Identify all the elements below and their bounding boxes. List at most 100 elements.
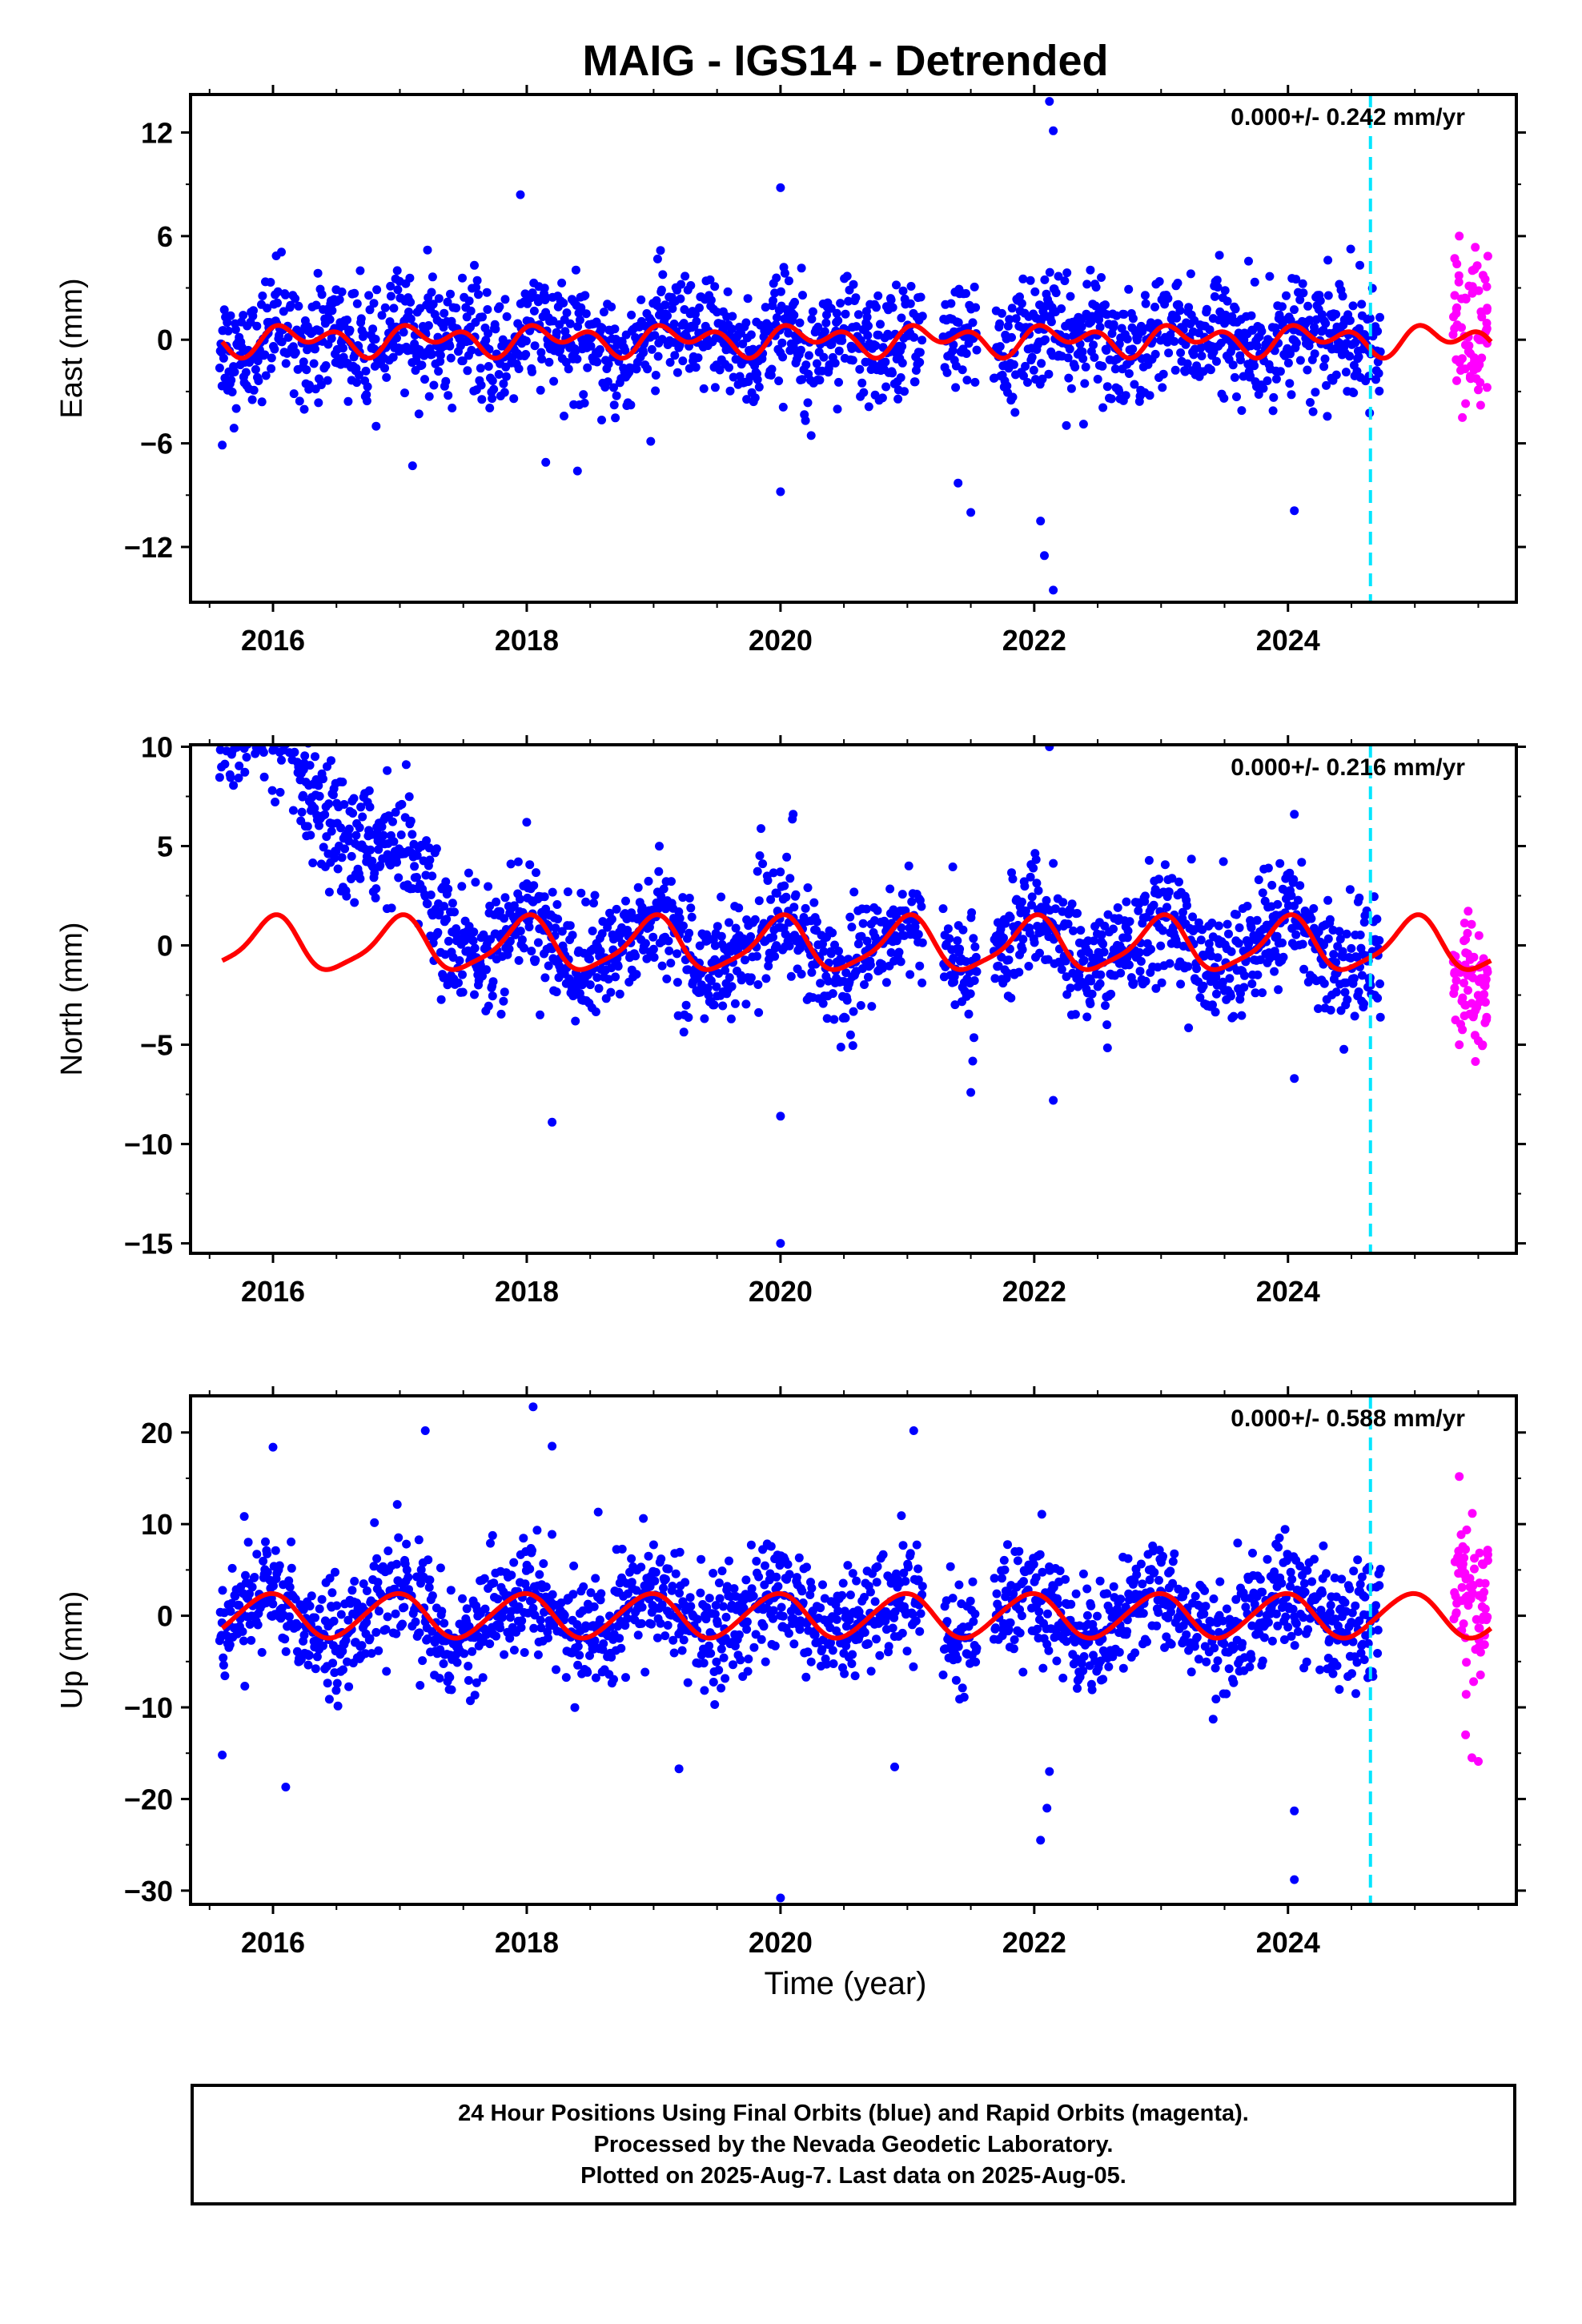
data-point-final	[992, 1589, 1002, 1598]
data-point-final	[1006, 1618, 1015, 1627]
data-point-final	[327, 826, 336, 836]
data-point-final	[761, 1561, 769, 1570]
data-point-final	[1220, 286, 1230, 296]
data-point-final	[897, 342, 907, 352]
data-point-final	[849, 887, 859, 897]
data-point-final	[299, 765, 308, 774]
data-point-final	[287, 1537, 296, 1546]
data-point-final	[1225, 974, 1235, 983]
data-point-final	[1017, 897, 1026, 907]
data-point-final	[1319, 940, 1329, 950]
data-point-final	[872, 303, 881, 312]
data-point-final	[661, 1574, 670, 1584]
data-point-final	[319, 1641, 327, 1651]
data-point-final	[847, 1659, 857, 1668]
data-point-final	[1057, 304, 1066, 313]
data-point-final	[706, 296, 716, 305]
data-point-rapid	[1452, 376, 1461, 385]
data-point-final	[717, 1683, 726, 1693]
data-point-final	[1023, 378, 1032, 387]
data-point-final	[455, 956, 464, 965]
data-point-final	[907, 897, 917, 907]
data-point-rapid	[1452, 259, 1462, 269]
data-point-final	[888, 1623, 897, 1633]
data-point-final	[1032, 879, 1042, 888]
data-point-final	[658, 270, 668, 279]
data-point-final	[1027, 352, 1037, 362]
data-point-final	[828, 1646, 837, 1655]
data-point-final	[789, 903, 799, 912]
data-point-final	[597, 929, 607, 939]
data-point-final	[514, 364, 524, 373]
data-point-final	[559, 298, 568, 308]
data-point-final	[433, 927, 443, 937]
data-point-final	[1323, 934, 1333, 943]
data-point-final	[286, 300, 295, 310]
data-point-final	[1011, 314, 1021, 324]
data-point-final	[1188, 912, 1198, 922]
data-point-final	[404, 308, 413, 316]
data-point-final	[971, 1657, 981, 1667]
data-point-final	[317, 1594, 327, 1604]
data-point-final	[954, 1580, 964, 1590]
data-point-final	[278, 690, 287, 698]
data-point-final	[772, 941, 781, 951]
data-point-final	[1078, 354, 1088, 364]
data-point-final	[227, 1563, 237, 1573]
data-point-final	[769, 868, 778, 878]
data-point-final	[1119, 310, 1129, 319]
data-point-final	[1086, 265, 1095, 275]
data-point-final	[331, 1686, 341, 1695]
data-point-final	[1140, 891, 1150, 901]
data-point-final	[636, 295, 646, 304]
data-point-final	[718, 1602, 728, 1611]
data-point-final	[271, 726, 280, 734]
data-point-final	[570, 1703, 580, 1712]
data-point-final	[881, 382, 891, 392]
data-point-final	[1144, 855, 1154, 865]
data-point-final	[917, 978, 927, 987]
data-point-final	[1375, 935, 1384, 945]
data-point-final	[750, 915, 760, 924]
data-point-final	[1026, 275, 1035, 285]
data-point-final	[972, 345, 982, 355]
data-point-final	[1160, 860, 1170, 870]
data-point-final	[834, 346, 844, 356]
data-point-final	[1307, 914, 1316, 923]
data-point-final	[696, 1588, 705, 1598]
data-point-final	[1135, 967, 1145, 976]
data-point-final	[1009, 360, 1018, 369]
data-point-final	[231, 325, 240, 334]
data-point-rapid	[1483, 251, 1492, 261]
data-point-final	[754, 1572, 764, 1582]
data-point-final	[829, 1659, 838, 1668]
data-point-final	[317, 290, 327, 300]
data-point-final	[499, 379, 508, 388]
data-point-final	[418, 1656, 428, 1666]
data-point-final	[1020, 882, 1030, 891]
data-point-final	[355, 266, 365, 275]
data-point-final	[962, 376, 972, 385]
data-point-final	[488, 1530, 497, 1540]
data-point-final	[1250, 277, 1259, 287]
data-point-final	[500, 1650, 509, 1659]
data-point-final	[904, 1562, 913, 1572]
data-point-final	[1290, 305, 1299, 315]
data-point-final	[1017, 299, 1026, 308]
data-point-final	[263, 304, 272, 313]
data-point-final	[383, 1546, 393, 1556]
data-point-final	[1079, 955, 1089, 965]
data-point-final	[1374, 368, 1383, 378]
data-point-final	[888, 368, 897, 378]
data-point-final	[1031, 854, 1041, 864]
data-point-final	[848, 356, 857, 365]
data-point-final	[710, 383, 720, 392]
data-point-final	[1014, 967, 1024, 977]
data-point-final	[706, 1649, 716, 1659]
data-point-final	[905, 299, 915, 308]
data-point-final	[471, 878, 480, 887]
data-point-final	[271, 1546, 280, 1555]
data-point-final	[244, 701, 253, 710]
data-point-final	[623, 1614, 632, 1623]
data-point-final	[432, 844, 441, 854]
